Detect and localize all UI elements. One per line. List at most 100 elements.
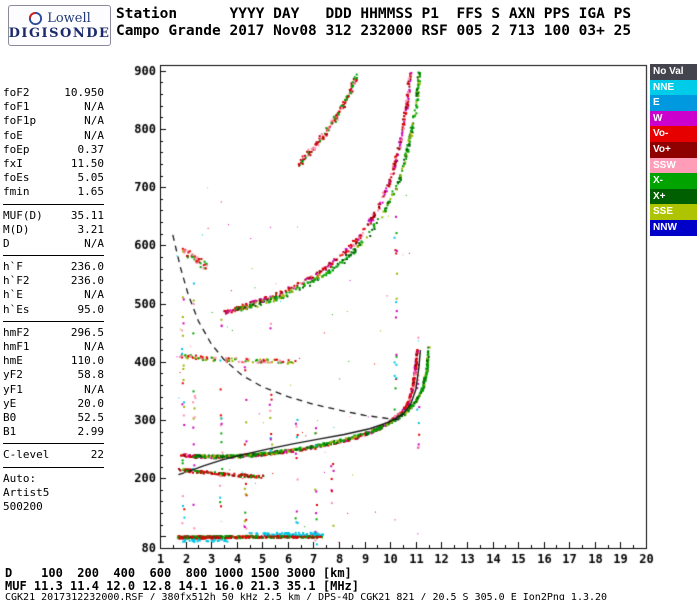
legend-ssw: SSW xyxy=(650,157,697,174)
distance-row: D 100 200 400 600 800 1000 1500 3000 [km… xyxy=(5,566,352,580)
param-label: foF2 xyxy=(3,86,30,99)
file-caption: CGK21_2017312232000.RSF / 380fx512h 50 k… xyxy=(5,592,608,600)
param-auto: Auto: xyxy=(3,472,104,486)
param-value: 5.05 xyxy=(77,171,105,185)
param-foep: foEp 0.37 xyxy=(3,143,104,157)
param-label: B1 xyxy=(3,425,17,439)
param-value: N/A xyxy=(84,236,104,250)
logo-product-text: DIGISONDE xyxy=(8,25,111,41)
param-label: hmE xyxy=(3,354,23,368)
param-label: yF2 xyxy=(3,368,23,382)
doppler-direction-legend: No Val NNE E W Vo- Vo+ SSW X- X+ SSE NNW xyxy=(650,64,697,236)
param-fmin: fmin 1.65 xyxy=(3,185,104,199)
param-label: hmF1 xyxy=(3,340,30,353)
param-value: 110.0 xyxy=(70,354,104,368)
param-he: h`E N/A xyxy=(3,288,104,302)
param-foes: foEs 5.05 xyxy=(3,171,104,185)
param-value: N/A xyxy=(84,114,104,128)
digisonde-globe-icon xyxy=(29,11,43,25)
param-ye: yE 20.0 xyxy=(3,397,104,411)
param-hmf1: hmF1 N/A xyxy=(3,340,104,354)
param-fxi: fxI 11.50 xyxy=(3,157,104,171)
legend-vo+: Vo+ xyxy=(650,141,697,158)
param-label: D xyxy=(3,236,10,250)
param-label: Auto: xyxy=(3,471,37,485)
param-mufd: MUF(D) 35.11 xyxy=(3,209,104,223)
scaled-parameters-panel: foF2 10.950 foF1 N/A foF1p N/A foE N/A foEp 0.37 f… xyxy=(3,86,104,514)
logo-brand-text: Lowell xyxy=(47,10,91,26)
legend-noval: No Val xyxy=(650,64,697,80)
legend-e: E xyxy=(650,95,697,111)
param-value: 20.0 xyxy=(77,396,105,410)
ionogram-plot xyxy=(120,58,656,572)
param-group-separator xyxy=(3,203,104,205)
param-label: foE xyxy=(3,128,23,142)
param-value: 1.65 xyxy=(77,185,105,199)
header-field-values: Campo Grande 2017 Nov08 312 232000 RSF 0… xyxy=(116,23,632,39)
param-foe: foE N/A xyxy=(3,129,104,143)
param-value: N/A xyxy=(84,288,104,302)
param-value: 236.0 xyxy=(70,260,104,274)
param-label: MUF(D) xyxy=(3,208,43,222)
param-value: 3.21 xyxy=(77,222,105,236)
param-value: N/A xyxy=(84,382,104,396)
param-group-separator xyxy=(3,466,104,468)
param-value: 236.0 xyxy=(70,274,104,288)
param-label: foEs xyxy=(3,171,30,185)
param-group-separator xyxy=(3,255,104,257)
legend-nnw: NNW xyxy=(650,219,697,236)
logo-top-row: Lowell xyxy=(28,11,91,26)
param-value: 11.50 xyxy=(70,156,104,170)
param-label: h`F2 xyxy=(3,274,30,288)
param-fof1: foF1 N/A xyxy=(3,100,104,114)
param-b0: B0 52.5 xyxy=(3,411,104,425)
param-hmf2: hmF2 296.5 xyxy=(3,326,104,340)
param-value: 2.99 xyxy=(77,425,105,439)
header-field-names: Station YYYY DAY DDD HHMMSS P1 FFS S AXN… xyxy=(116,6,632,22)
param-label: foF1p xyxy=(3,114,37,128)
param-value: 52.5 xyxy=(77,410,105,424)
param-hf: h`F 236.0 xyxy=(3,260,104,274)
param-value: 296.5 xyxy=(70,325,104,339)
param-hf2: h`F2 236.0 xyxy=(3,274,104,288)
param-label: fmin xyxy=(3,185,30,199)
legend-w: W xyxy=(650,110,697,127)
param-value: N/A xyxy=(84,100,104,114)
param-fof1p: foF1p N/A xyxy=(3,114,104,128)
param-label: h`Es xyxy=(3,302,30,316)
legend-x+: X+ xyxy=(650,188,697,205)
param-value: N/A xyxy=(84,128,104,142)
param-group-separator xyxy=(3,443,104,445)
param-label: yF1 xyxy=(3,382,23,396)
param-artist5: Artist5 xyxy=(3,486,104,500)
param-500200: 500200 xyxy=(3,500,104,514)
param-label: B0 xyxy=(3,410,17,424)
param-value: 35.11 xyxy=(70,208,104,222)
param-label: 500200 xyxy=(3,499,43,513)
param-label: h`F xyxy=(3,260,23,274)
param-yf1: yF1 N/A xyxy=(3,383,104,397)
param-d: D N/A xyxy=(3,237,104,251)
param-value: 95.0 xyxy=(77,302,105,316)
legend-nne: NNE xyxy=(650,79,697,96)
param-label: M(D) xyxy=(3,222,30,236)
param-md: M(D) 3.21 xyxy=(3,223,104,237)
param-label: Artist5 xyxy=(3,485,50,499)
param-clevel: C-level 22 xyxy=(3,448,104,462)
param-value: 58.8 xyxy=(77,368,105,382)
param-value: N/A xyxy=(84,340,104,353)
param-group-separator xyxy=(3,320,104,322)
param-b1: B1 2.99 xyxy=(3,425,104,439)
param-value: 22 xyxy=(90,448,104,462)
lowell-digisonde-logo: Lowell DIGISONDE xyxy=(8,5,111,46)
param-label: foF1 xyxy=(3,100,30,114)
legend-sse: SSE xyxy=(650,204,697,220)
param-value: 10.950 xyxy=(64,86,104,99)
legend-vo-: Vo- xyxy=(650,126,697,142)
param-yf2: yF2 58.8 xyxy=(3,368,104,382)
param-label: C-level xyxy=(3,448,50,462)
param-label: foEp xyxy=(3,142,30,156)
param-label: yE xyxy=(3,396,17,410)
param-hme: hmE 110.0 xyxy=(3,354,104,368)
